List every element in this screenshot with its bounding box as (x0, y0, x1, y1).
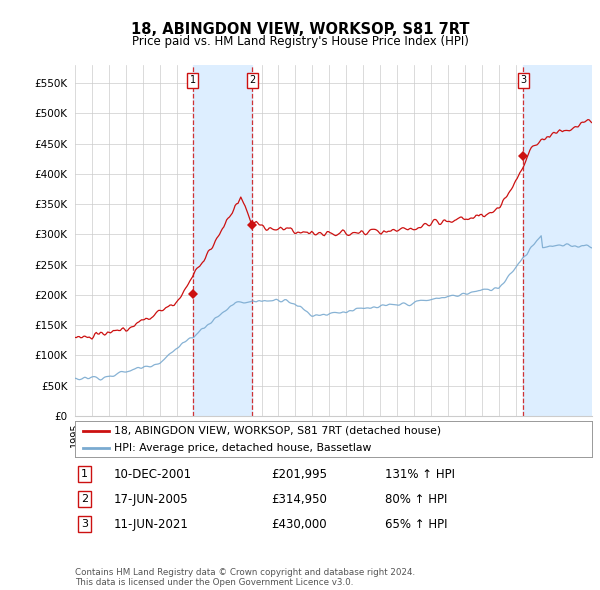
Text: £314,950: £314,950 (272, 493, 328, 506)
Text: 3: 3 (81, 519, 88, 529)
Text: 18, ABINGDON VIEW, WORKSOP, S81 7RT (detached house): 18, ABINGDON VIEW, WORKSOP, S81 7RT (det… (114, 425, 441, 435)
Text: Contains HM Land Registry data © Crown copyright and database right 2024.
This d: Contains HM Land Registry data © Crown c… (75, 568, 415, 587)
Text: 17-JUN-2005: 17-JUN-2005 (114, 493, 188, 506)
Text: 18, ABINGDON VIEW, WORKSOP, S81 7RT: 18, ABINGDON VIEW, WORKSOP, S81 7RT (131, 22, 469, 37)
Text: 1: 1 (190, 76, 196, 86)
Text: 2: 2 (81, 494, 88, 504)
Bar (523, 65, 592, 416)
Text: £430,000: £430,000 (272, 517, 327, 530)
Text: HPI: Average price, detached house, Bassetlaw: HPI: Average price, detached house, Bass… (114, 443, 371, 453)
Text: 65% ↑ HPI: 65% ↑ HPI (385, 517, 448, 530)
Text: 1: 1 (81, 469, 88, 479)
Text: 11-JUN-2021: 11-JUN-2021 (114, 517, 188, 530)
Text: Price paid vs. HM Land Registry's House Price Index (HPI): Price paid vs. HM Land Registry's House … (131, 35, 469, 48)
Text: 10-DEC-2001: 10-DEC-2001 (114, 468, 192, 481)
Text: 131% ↑ HPI: 131% ↑ HPI (385, 468, 455, 481)
Bar (193, 65, 253, 416)
Text: 3: 3 (520, 76, 526, 86)
Text: £201,995: £201,995 (272, 468, 328, 481)
Text: 2: 2 (249, 76, 256, 86)
Text: 80% ↑ HPI: 80% ↑ HPI (385, 493, 448, 506)
